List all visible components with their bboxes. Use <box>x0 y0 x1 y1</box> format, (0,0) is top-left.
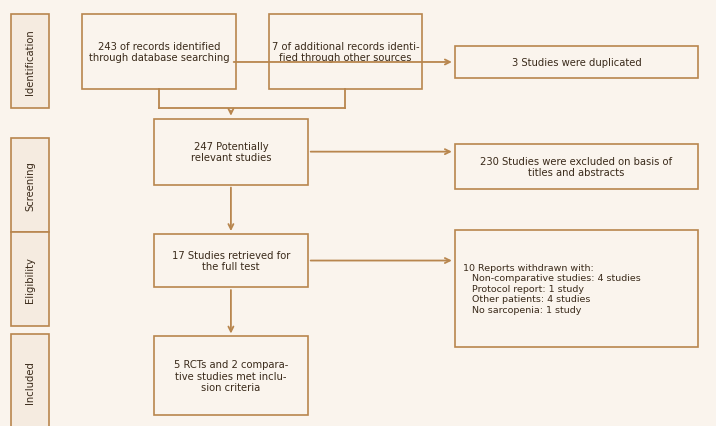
Text: 7 of additional records identi-
fied through other sources: 7 of additional records identi- fied thr… <box>271 41 420 63</box>
Text: 10 Reports withdrawn with:
   Non-comparative studies: 4 studies
   Protocol rep: 10 Reports withdrawn with: Non-comparati… <box>463 263 641 314</box>
Text: 5 RCTs and 2 compara-
tive studies met inclu-
sion criteria: 5 RCTs and 2 compara- tive studies met i… <box>174 360 288 392</box>
FancyBboxPatch shape <box>455 230 698 347</box>
FancyBboxPatch shape <box>455 47 698 79</box>
Text: 3 Studies were duplicated: 3 Studies were duplicated <box>511 58 642 68</box>
FancyBboxPatch shape <box>11 15 49 109</box>
FancyBboxPatch shape <box>455 145 698 190</box>
Text: 230 Studies were excluded on basis of
titles and abstracts: 230 Studies were excluded on basis of ti… <box>480 156 672 178</box>
Text: Eligibility: Eligibility <box>25 256 35 302</box>
FancyBboxPatch shape <box>11 334 49 426</box>
Text: Screening: Screening <box>25 161 35 210</box>
Text: 247 Potentially
relevant studies: 247 Potentially relevant studies <box>190 141 271 163</box>
FancyBboxPatch shape <box>154 337 308 415</box>
Text: Identification: Identification <box>25 29 35 95</box>
Text: 17 Studies retrieved for
the full test: 17 Studies retrieved for the full test <box>172 250 290 272</box>
Text: Included: Included <box>25 360 35 403</box>
FancyBboxPatch shape <box>154 119 308 185</box>
FancyBboxPatch shape <box>154 234 308 288</box>
FancyBboxPatch shape <box>268 15 422 89</box>
FancyBboxPatch shape <box>82 15 236 89</box>
Text: 243 of records identified
through database searching: 243 of records identified through databa… <box>89 41 230 63</box>
FancyBboxPatch shape <box>11 232 49 326</box>
FancyBboxPatch shape <box>11 138 49 232</box>
